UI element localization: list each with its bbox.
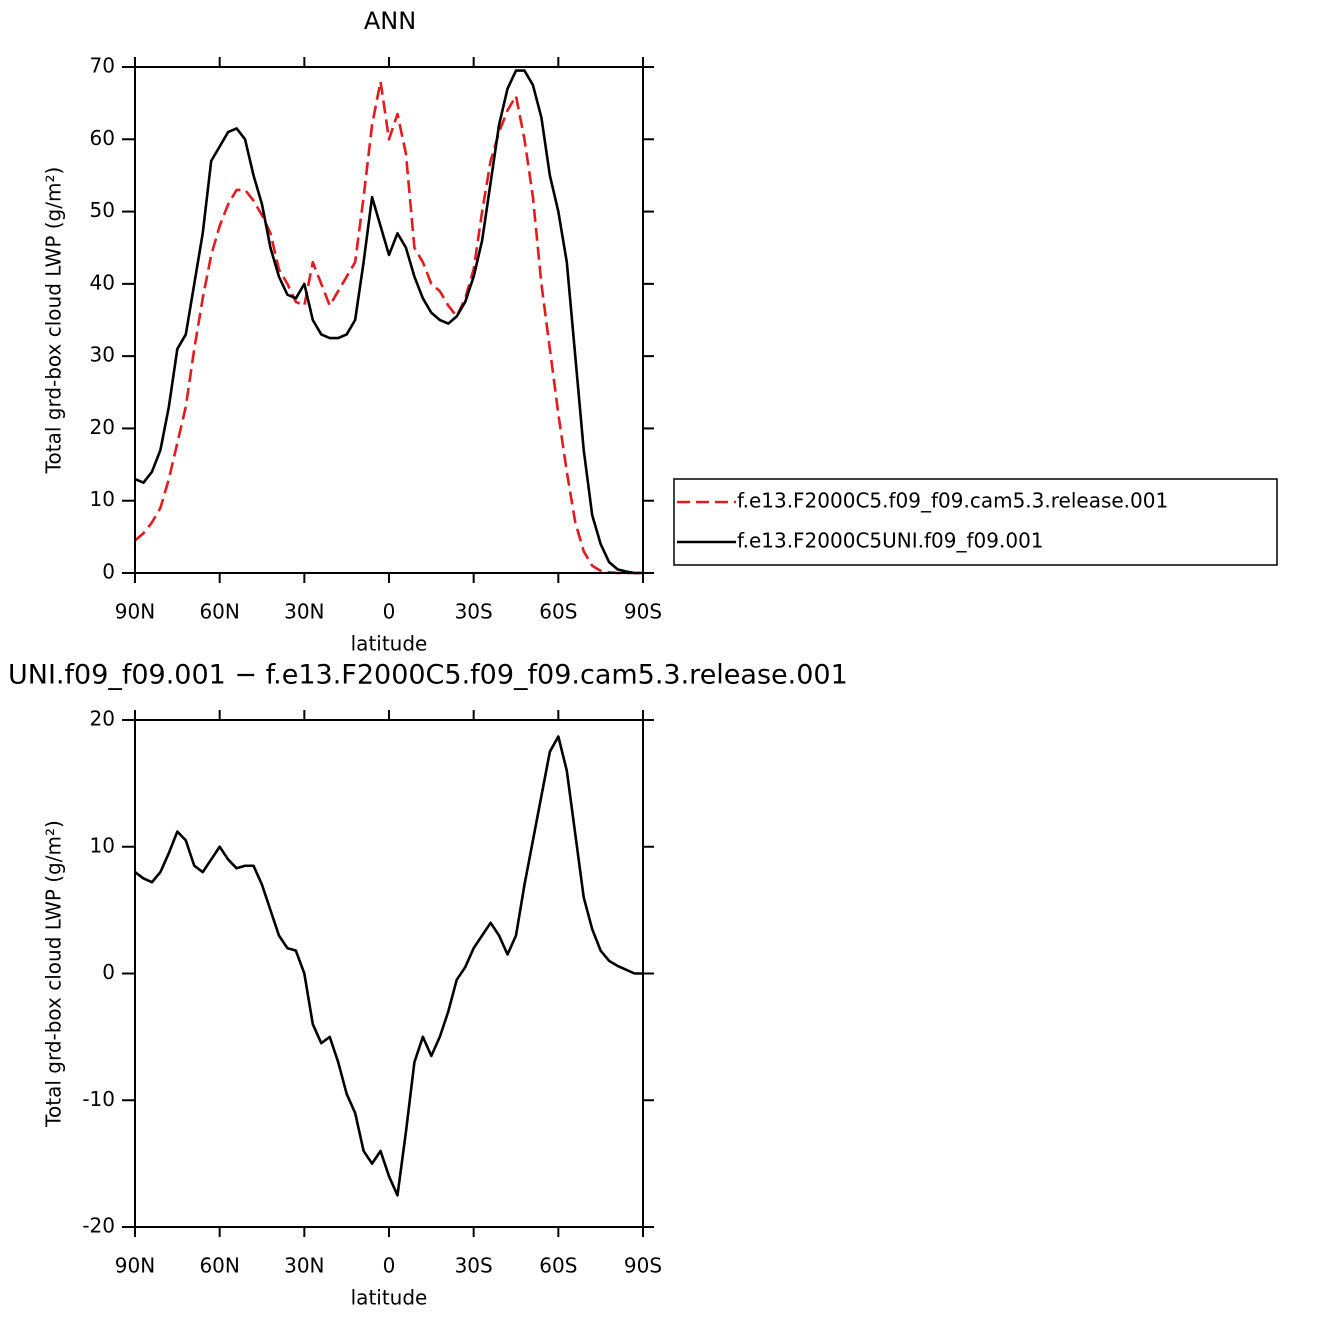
x-tick-label: 90S [624, 600, 662, 624]
y-tick-label: 40 [90, 270, 115, 294]
y-tick-label: 50 [90, 198, 115, 222]
chart-title: UNI.f09_f09.001 − f.e13.F2000C5.f09_f09.… [8, 660, 848, 691]
y-axis-label: Total grd-box cloud LWP (g/m²) [42, 167, 66, 475]
x-tick-label: 0 [383, 1254, 396, 1278]
y-tick-label: 20 [90, 707, 115, 731]
x-tick-label: 60S [539, 600, 577, 624]
x-axis-label: latitude [351, 632, 428, 656]
y-tick-label: 60 [90, 126, 115, 150]
x-tick-label: 90S [624, 1254, 662, 1278]
x-tick-label: 30S [455, 1254, 493, 1278]
x-tick-label: 0 [383, 600, 396, 624]
y-axis-label: Total grd-box cloud LWP (g/m²) [42, 820, 66, 1128]
x-tick-label: 90N [115, 600, 155, 624]
series-line [134, 80, 643, 575]
x-tick-label: 60N [199, 1254, 239, 1278]
y-tick-label: 0 [102, 960, 115, 984]
legend-box [673, 478, 1278, 566]
y-tick-label: 30 [90, 343, 115, 367]
plot-frame [134, 66, 644, 574]
legend-label: f.e13.F2000C5.f09_f09.cam5.3.release.001 [737, 489, 1168, 513]
y-tick-label: 0 [102, 560, 115, 584]
y-tick-label: 10 [90, 833, 115, 857]
y-tick-label: 70 [90, 54, 115, 78]
x-tick-label: 60S [539, 1254, 577, 1278]
legend-label: f.e13.F2000C5UNI.f09_f09.001 [737, 529, 1044, 553]
y-tick-label: -20 [82, 1214, 115, 1238]
x-tick-label: 30N [284, 600, 324, 624]
y-tick-label: 10 [90, 487, 115, 511]
x-tick-label: 60N [199, 600, 239, 624]
y-tick-label: 20 [90, 415, 115, 439]
x-axis-label: latitude [351, 1286, 428, 1310]
y-tick-label: -10 [82, 1087, 115, 1111]
series-line [134, 69, 643, 575]
x-tick-label: 90N [115, 1254, 155, 1278]
x-tick-label: 30N [284, 1254, 324, 1278]
chart-title: ANN [364, 7, 416, 35]
plot-frame [134, 719, 644, 1228]
series-line [134, 735, 643, 1197]
x-tick-label: 30S [455, 600, 493, 624]
